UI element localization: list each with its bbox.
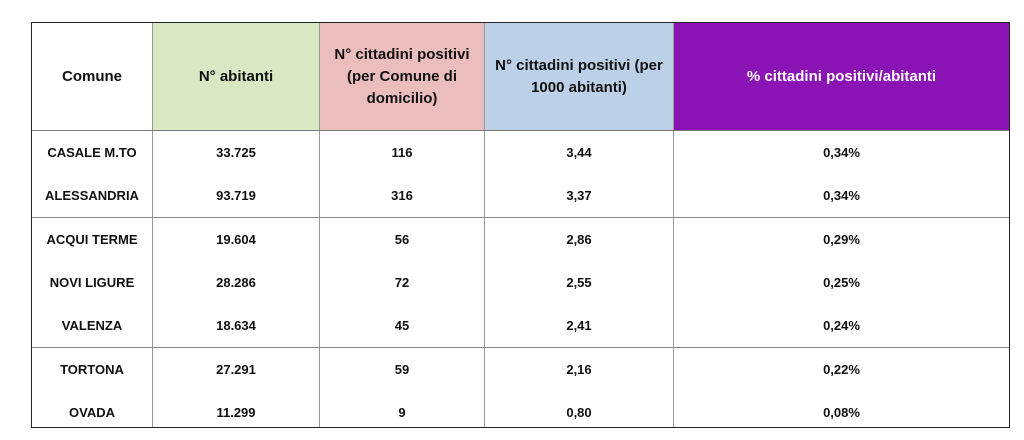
- cell-per-1000: 0,80: [484, 391, 674, 427]
- table-row: VALENZA 18.634 45 2,41 0,24%: [32, 304, 1009, 348]
- header-row: Comune N° abitanti N° cittadini positivi…: [32, 23, 1009, 131]
- cell-per-1000: 3,37: [484, 174, 674, 218]
- cell-percentage: 0,24%: [673, 304, 1009, 348]
- header-per-1000: N° cittadini positivi (per 1000 abitanti…: [484, 23, 674, 131]
- header-positivi: N° cittadini positivi (per Comune di dom…: [319, 23, 485, 131]
- cell-percentage: 0,29%: [673, 217, 1009, 261]
- cell-per-1000: 3,44: [484, 130, 674, 174]
- cell-per-1000: 2,86: [484, 217, 674, 261]
- cell-abitanti: 19.604: [152, 217, 320, 261]
- header-abitanti: N° abitanti: [152, 23, 320, 131]
- table-row: OVADA 11.299 9 0,80 0,08%: [32, 391, 1009, 427]
- cell-comune: VALENZA: [32, 304, 153, 348]
- table-row: NOVI LIGURE 28.286 72 2,55 0,25%: [32, 261, 1009, 304]
- cell-percentage: 0,34%: [673, 130, 1009, 174]
- cell-comune: CASALE M.TO: [47, 145, 137, 160]
- covid-positives-table: Comune N° abitanti N° cittadini positivi…: [32, 23, 1009, 427]
- cell-positivi: 9: [319, 391, 485, 427]
- cell-abitanti: 33.725: [152, 130, 320, 174]
- cell-positivi: 316: [319, 174, 485, 218]
- cell-comune: OVADA: [69, 405, 115, 420]
- table-row: ACQUI TERME 19.604 56 2,86 0,29%: [32, 217, 1009, 261]
- cell-positivi: 116: [319, 130, 485, 174]
- header-percentage: % cittadini positivi/abitanti: [673, 23, 1009, 131]
- cell-per-1000: 2,55: [484, 261, 674, 304]
- cell-percentage: 0,08%: [673, 391, 1009, 427]
- cell-percentage: 0,34%: [673, 174, 1009, 218]
- cell-comune: ALESSANDRIA: [32, 174, 153, 218]
- table-row: TORTONA 27.291 59 2,16 0,22%: [32, 347, 1009, 391]
- cell-abitanti: 11.299: [152, 391, 320, 427]
- cell-abitanti: 27.291: [152, 347, 320, 391]
- cell-abitanti: 28.286: [152, 261, 320, 304]
- table-row: CASALE M.TO 33.725 116 3,44 0,34%: [32, 130, 1009, 174]
- cell-per-1000: 2,16: [484, 347, 674, 391]
- cell-percentage: 0,25%: [673, 261, 1009, 304]
- table-row: ALESSANDRIA 93.719 316 3,37 0,34%: [32, 174, 1009, 218]
- cell-percentage: 0,22%: [673, 347, 1009, 391]
- cell-per-1000: 2,41: [484, 304, 674, 348]
- cell-comune: TORTONA: [60, 362, 124, 377]
- cell-positivi: 59: [319, 347, 485, 391]
- cell-comune: ACQUI TERME: [46, 232, 138, 247]
- data-table-frame: Comune N° abitanti N° cittadini positivi…: [31, 22, 1010, 428]
- cell-abitanti: 18.634: [152, 304, 320, 348]
- header-comune: Comune: [32, 23, 153, 131]
- cell-abitanti: 93.719: [152, 174, 320, 218]
- cell-positivi: 72: [319, 261, 485, 304]
- cell-positivi: 56: [319, 217, 485, 261]
- cell-comune: NOVI LIGURE: [49, 275, 135, 290]
- cell-positivi: 45: [319, 304, 485, 348]
